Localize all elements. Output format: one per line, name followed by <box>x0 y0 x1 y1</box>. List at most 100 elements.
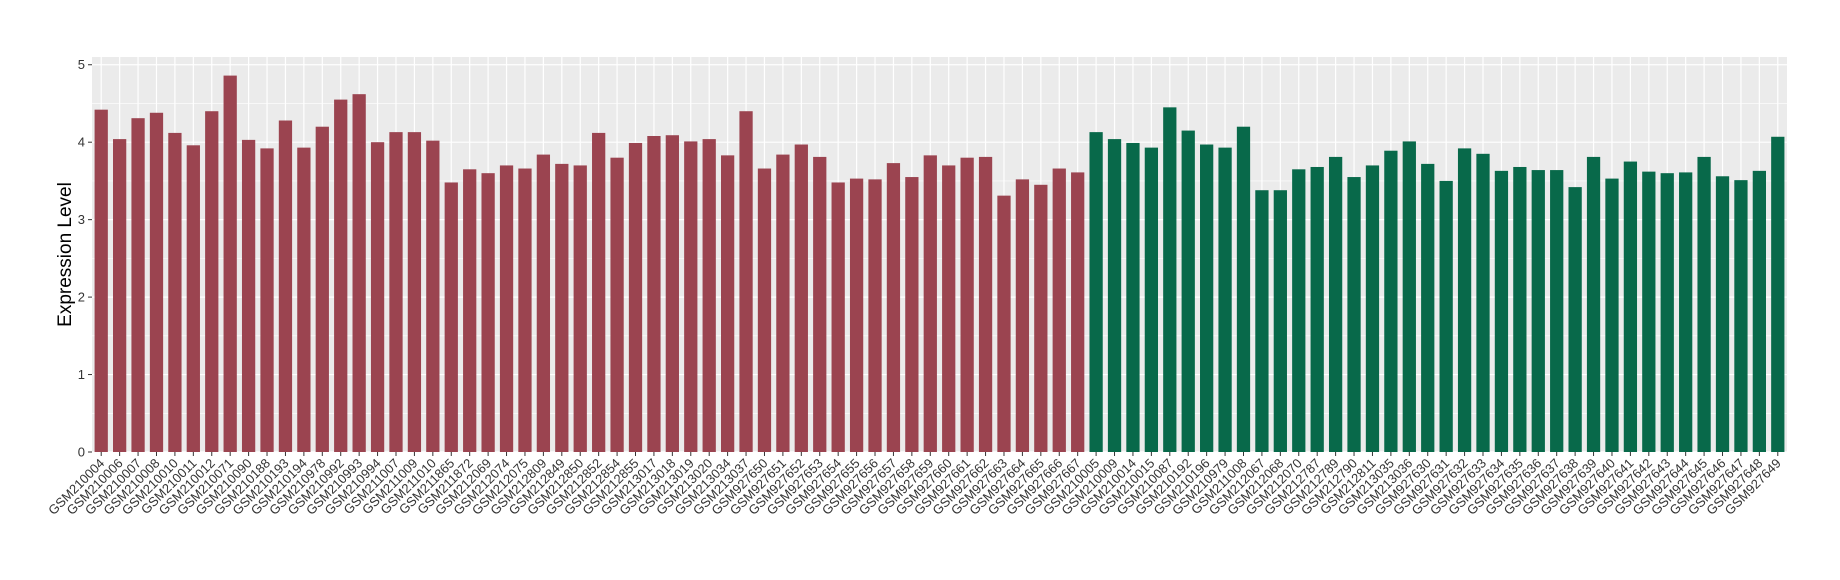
bar <box>702 139 716 453</box>
bar <box>1015 179 1030 452</box>
bar <box>923 155 937 453</box>
bar <box>1715 176 1730 452</box>
bar <box>1605 178 1619 453</box>
bar <box>186 145 200 452</box>
bar <box>1034 184 1048 452</box>
bar <box>831 182 845 452</box>
bar <box>628 142 643 452</box>
bar <box>426 140 440 452</box>
bar <box>113 139 127 453</box>
bar <box>684 141 698 452</box>
bar <box>1402 141 1416 452</box>
y-tick-label: 5 <box>78 57 85 72</box>
y-tick-label: 0 <box>78 445 85 460</box>
bar <box>1421 163 1435 452</box>
bar <box>960 157 974 452</box>
bar <box>1089 132 1103 453</box>
bar <box>1052 168 1066 452</box>
bar <box>297 147 311 452</box>
bar <box>1384 150 1398 452</box>
bar <box>1494 170 1509 452</box>
bar <box>481 173 495 453</box>
bar <box>149 112 164 452</box>
bar <box>573 165 587 452</box>
y-tick-label: 3 <box>78 212 85 227</box>
bar <box>1660 173 1674 453</box>
bar <box>1531 170 1545 452</box>
bar <box>223 75 237 453</box>
bar <box>389 132 403 453</box>
bar <box>1310 166 1324 452</box>
y-tick-label: 2 <box>78 290 85 305</box>
bar <box>1439 180 1453 452</box>
bar <box>1218 147 1232 452</box>
bar <box>536 154 551 452</box>
bar <box>997 195 1011 452</box>
bar <box>1623 161 1638 452</box>
bar <box>94 109 108 453</box>
bar <box>905 177 919 453</box>
bar <box>665 135 679 452</box>
bar <box>1568 187 1582 452</box>
bar <box>886 163 901 452</box>
bar <box>205 111 219 452</box>
bar <box>315 126 329 453</box>
bar <box>776 154 790 452</box>
y-tick-label: 1 <box>78 367 85 382</box>
y-tick-label: 4 <box>78 135 85 150</box>
bar <box>757 168 772 452</box>
bar <box>1697 156 1711 453</box>
bar <box>1476 153 1490 452</box>
bar <box>1513 166 1527 452</box>
bar <box>278 120 293 453</box>
bar <box>813 156 827 453</box>
bar <box>334 99 348 453</box>
bar <box>463 169 477 452</box>
bar <box>131 118 145 452</box>
bar <box>1679 172 1693 452</box>
bar <box>370 142 385 452</box>
bar <box>978 156 993 453</box>
bar <box>1586 156 1601 453</box>
bar <box>794 144 808 453</box>
bar <box>1163 107 1177 452</box>
bar <box>1328 156 1343 453</box>
bar <box>1642 171 1656 453</box>
bar <box>1734 180 1748 452</box>
bar <box>720 155 735 453</box>
bar <box>647 136 661 452</box>
bar <box>499 165 514 452</box>
bar <box>518 168 532 452</box>
bar <box>444 182 458 452</box>
bar <box>407 132 422 453</box>
bar <box>739 111 753 452</box>
bar <box>942 165 956 452</box>
bar <box>241 139 256 452</box>
bar <box>849 178 864 453</box>
bar <box>1181 130 1195 452</box>
y-axis: 0 1 2 3 4 5 <box>78 57 92 460</box>
bar <box>1107 139 1122 453</box>
bar <box>555 163 569 452</box>
bar <box>1144 147 1159 452</box>
y-axis-label: Expression Level <box>55 182 76 327</box>
bar <box>1126 142 1140 452</box>
bar <box>1365 165 1380 452</box>
bar <box>1457 148 1472 452</box>
bar <box>610 157 624 452</box>
bar <box>1771 136 1785 452</box>
bar <box>1347 177 1361 453</box>
x-axis: GSM210004GSM210006GSM210007GSM210008GSM2… <box>45 452 1784 518</box>
bar <box>260 148 274 452</box>
bar <box>1550 170 1564 452</box>
bar <box>352 94 366 453</box>
bar <box>1236 126 1251 453</box>
bar <box>1273 190 1287 452</box>
bar <box>1752 170 1766 452</box>
bar <box>168 132 182 452</box>
bars <box>94 75 1785 453</box>
bar <box>592 132 606 452</box>
bar <box>1071 172 1085 452</box>
bar <box>1200 144 1214 453</box>
